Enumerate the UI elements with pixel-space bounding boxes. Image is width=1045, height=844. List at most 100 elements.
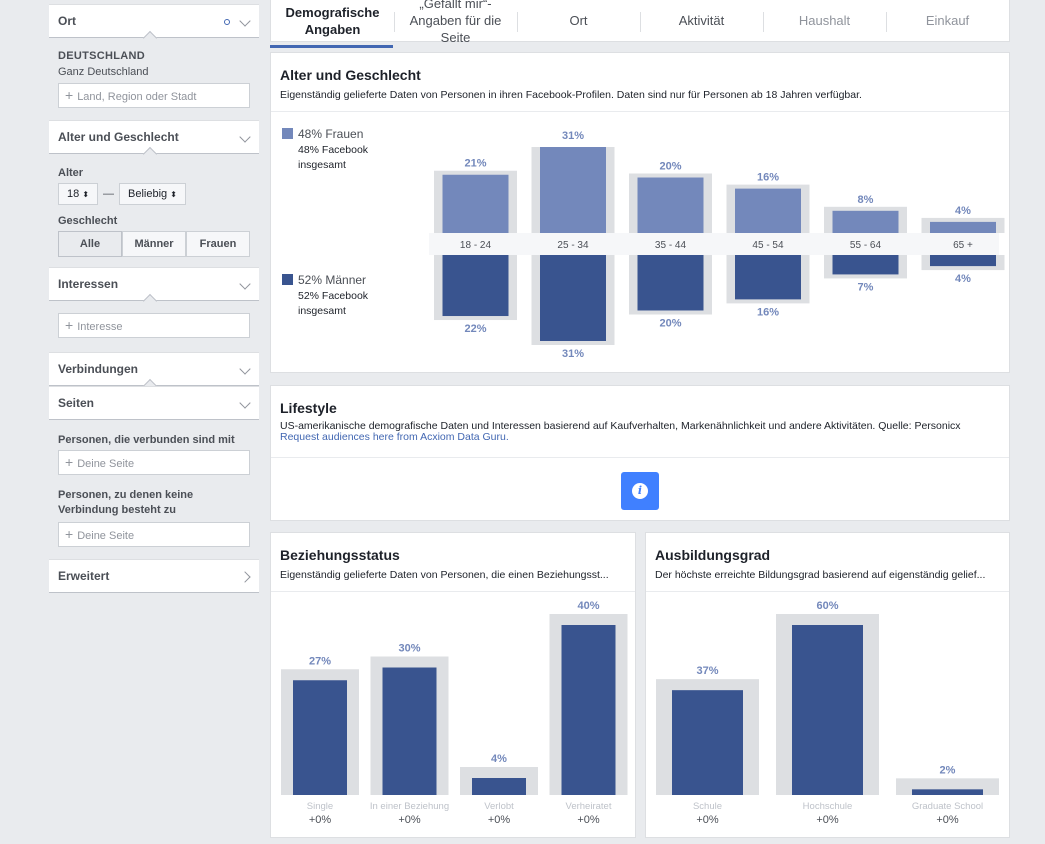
card-header: Beziehungsstatus Eigenständig gelieferte… xyxy=(271,533,635,592)
bar xyxy=(293,680,347,795)
data-label-women: 8% xyxy=(858,194,874,206)
data-label-men: 7% xyxy=(858,281,874,293)
info-button[interactable]: i xyxy=(621,472,659,510)
legend-women-sub: 48% Facebook insgesamt xyxy=(298,144,369,171)
not-connected-page-input[interactable]: + Deine Seite xyxy=(58,522,250,547)
bar-men xyxy=(442,255,509,317)
data-label-men: 20% xyxy=(659,317,681,329)
data-label-men: 16% xyxy=(757,306,779,318)
change-label: +0% xyxy=(398,814,421,826)
age-min-select[interactable]: 18 ⬍ xyxy=(58,183,99,205)
tab-page-likes[interactable]: „Gefällt mir“-Angaben für die Seite xyxy=(394,0,517,45)
tab-bar: Demografische Angaben „Gefällt mir“-Anga… xyxy=(270,0,1010,45)
bar-men xyxy=(637,255,704,311)
active-tab-indicator xyxy=(270,45,393,48)
country-label: DEUTSCHLAND xyxy=(58,50,146,62)
chevron-down-icon[interactable] xyxy=(239,363,251,375)
legend-men: 52% Männer 52% Facebook insgesamt xyxy=(282,273,382,319)
select-arrows-icon: ⬍ xyxy=(82,190,90,199)
chevron-down-icon[interactable] xyxy=(239,397,251,409)
category-label: Verlobt xyxy=(484,801,514,812)
gender-option-men[interactable]: Männer xyxy=(122,231,186,257)
section-header-location[interactable]: Ort xyxy=(49,4,259,46)
category-label: 55 - 64 xyxy=(850,240,882,251)
legend-men-pct: 52% Männer xyxy=(298,273,367,287)
legend-women-pct: 48% Frauen xyxy=(298,127,364,141)
info-icon: i xyxy=(632,483,648,499)
tab-demographics[interactable]: Demografische Angaben xyxy=(285,4,380,37)
data-label-women: 21% xyxy=(464,158,486,170)
category-label: In einer Beziehung xyxy=(370,801,449,812)
settings-icon[interactable] xyxy=(224,19,230,25)
card-title: Beziehungsstatus xyxy=(280,547,400,563)
connected-label: Personen, die verbunden sind mit xyxy=(58,434,235,446)
gender-option-women[interactable]: Frauen xyxy=(186,231,250,257)
data-label: 27% xyxy=(309,655,331,667)
education-card: Ausbildungsgrad Der höchste erreichte Bi… xyxy=(645,532,1010,838)
location-placeholder: Land, Region oder Stadt xyxy=(77,91,197,103)
card-title: Alter und Geschlecht xyxy=(280,67,421,83)
change-label: +0% xyxy=(936,814,959,826)
bar xyxy=(912,789,983,795)
section-title: Alter und Geschlecht xyxy=(58,130,179,144)
card-title: Lifestyle xyxy=(280,400,337,416)
age-min-value: 18 xyxy=(67,188,80,200)
sidebar: Ort DEUTSCHLAND Ganz Deutschland + Land, … xyxy=(49,0,259,593)
card-header: Ausbildungsgrad Der höchste erreichte Bi… xyxy=(646,533,1009,592)
gender-label: Geschlecht xyxy=(58,215,118,227)
plus-icon: + xyxy=(65,454,74,470)
section-title: Erweitert xyxy=(58,569,110,583)
data-label-men: 4% xyxy=(955,273,971,285)
data-label-women: 20% xyxy=(659,161,681,173)
section-header-pages[interactable]: Seiten xyxy=(49,386,259,420)
section-title: Seiten xyxy=(58,396,95,410)
connected-page-input[interactable]: + Deine Seite xyxy=(58,450,250,475)
age-max-value: Beliebig xyxy=(128,188,168,200)
tab-location[interactable]: Ort xyxy=(517,0,640,41)
tab-purchase[interactable]: Einkauf xyxy=(886,0,1009,41)
category-label: 35 - 44 xyxy=(655,240,687,251)
range-dash: — xyxy=(103,188,115,200)
chevron-right-icon[interactable] xyxy=(239,571,251,583)
gender-option-all[interactable]: Alle xyxy=(58,231,122,257)
interest-placeholder: Interesse xyxy=(77,321,123,333)
bar-women xyxy=(540,147,606,233)
bar-men xyxy=(540,255,606,341)
change-label: +0% xyxy=(488,814,511,826)
chevron-down-icon[interactable] xyxy=(239,15,251,27)
section-header-interests[interactable]: Interessen xyxy=(49,267,259,309)
gender-segmented-control: Alle Männer Frauen xyxy=(58,231,250,257)
data-label: 2% xyxy=(940,764,956,776)
data-label-women: 4% xyxy=(955,205,971,217)
age-gender-body: Alter 18 ⬍ — Beliebig ⬍ Geschlecht Alle … xyxy=(49,154,259,265)
lifestyle-card: Lifestyle US-amerikanische demografische… xyxy=(270,385,1010,521)
not-connected-label: Personen, zu denen keine Verbindung best… xyxy=(58,489,194,516)
age-max-select[interactable]: Beliebig ⬍ xyxy=(119,183,186,205)
category-label: 18 - 24 xyxy=(460,240,492,251)
axis-band xyxy=(429,233,999,255)
bar xyxy=(672,690,743,795)
section-header-age-gender[interactable]: Alter und Geschlecht xyxy=(49,120,259,162)
acxiom-link[interactable]: Request audiences here from Acxiom Data … xyxy=(280,431,509,443)
interest-input[interactable]: + Interesse xyxy=(58,313,250,338)
section-title: Ort xyxy=(58,14,76,28)
card-header: Alter und Geschlecht Eigenständig gelief… xyxy=(271,53,1009,112)
bar xyxy=(472,778,526,795)
bar-men xyxy=(832,255,899,275)
category-label: 25 - 34 xyxy=(557,240,589,251)
select-arrows-icon: ⬍ xyxy=(170,190,177,199)
chevron-down-icon[interactable] xyxy=(239,131,251,143)
chevron-down-icon[interactable] xyxy=(239,278,251,290)
section-header-advanced[interactable]: Erweitert xyxy=(49,559,259,593)
bar-women xyxy=(442,174,509,233)
relationship-card: Beziehungsstatus Eigenständig gelieferte… xyxy=(270,532,636,838)
bar xyxy=(561,625,616,795)
section-header-connections[interactable]: Verbindungen xyxy=(49,352,259,394)
tab-household[interactable]: Haushalt xyxy=(763,0,886,41)
interests-body: + Interesse xyxy=(49,301,259,350)
location-input[interactable]: + Land, Region oder Stadt xyxy=(58,83,250,108)
data-label: 4% xyxy=(491,753,507,765)
tab-activity[interactable]: Aktivität xyxy=(640,0,763,41)
pages-body: Personen, die verbunden sind mit + Deine … xyxy=(49,420,259,557)
bar-women xyxy=(637,177,704,233)
